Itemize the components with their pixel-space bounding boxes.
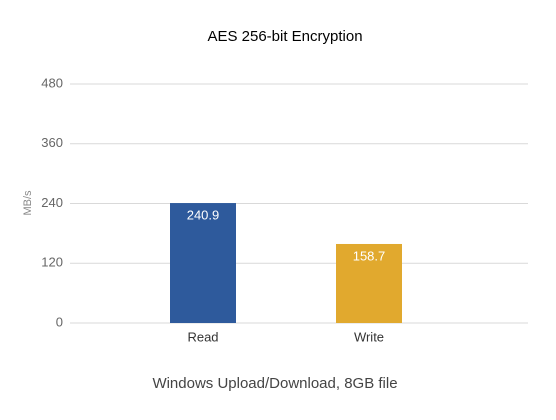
data-label: 158.7 xyxy=(353,248,386,263)
y-tick-label: 240 xyxy=(41,195,63,210)
data-label: 240.9 xyxy=(187,207,220,222)
y-tick-label: 120 xyxy=(41,255,63,270)
chart-title: AES 256-bit Encryption xyxy=(207,28,362,45)
x-tick-label: Write xyxy=(354,329,384,344)
bar xyxy=(336,243,402,323)
y-tick-label: 360 xyxy=(41,135,63,150)
x-axis-label: Windows Upload/Download, 8GB file xyxy=(152,375,397,392)
y-tick-label: 480 xyxy=(41,75,63,90)
y-tick-label: 0 xyxy=(56,314,63,329)
y-axis-label: MB/s xyxy=(22,190,34,216)
x-tick-label: Read xyxy=(187,329,218,344)
bar xyxy=(170,203,236,323)
